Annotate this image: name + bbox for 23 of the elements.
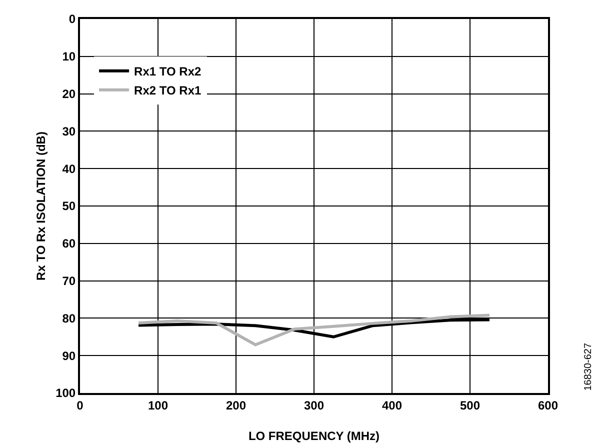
line-series xyxy=(137,314,491,346)
y-tick-label: 50 xyxy=(62,199,76,214)
y-tick-label: 40 xyxy=(62,162,76,176)
y-tick-label: 90 xyxy=(62,348,76,363)
y-tick-label: 100 xyxy=(56,386,76,400)
y-tick-label: 80 xyxy=(62,311,76,326)
y-tick-label: 0 xyxy=(68,12,76,26)
y-tick-label: 20 xyxy=(62,87,76,101)
y-axis-title: Rx TO Rx ISOLATION (dB) xyxy=(34,132,48,280)
legend-label: Rx1 TO Rx2 xyxy=(134,64,202,79)
y-tick-label: 10 xyxy=(62,50,76,64)
x-tick-label: 400 xyxy=(382,398,402,412)
x-tick-label: 300 xyxy=(304,398,324,412)
x-tick-label: 600 xyxy=(538,398,558,412)
legend-label: Rx2 TO Rx1 xyxy=(134,84,202,98)
x-tick-label: 100 xyxy=(148,398,168,412)
x-tick-label: 500 xyxy=(460,398,480,412)
x-axis-title: LO FREQUENCY (MHz) xyxy=(248,429,380,443)
y-tick-label: 70 xyxy=(62,274,76,288)
text: 16830-627 xyxy=(582,342,594,391)
y-tick-label: 60 xyxy=(62,236,76,251)
x-tick-label: 200 xyxy=(226,398,246,412)
y-tick-label: 30 xyxy=(62,124,76,138)
